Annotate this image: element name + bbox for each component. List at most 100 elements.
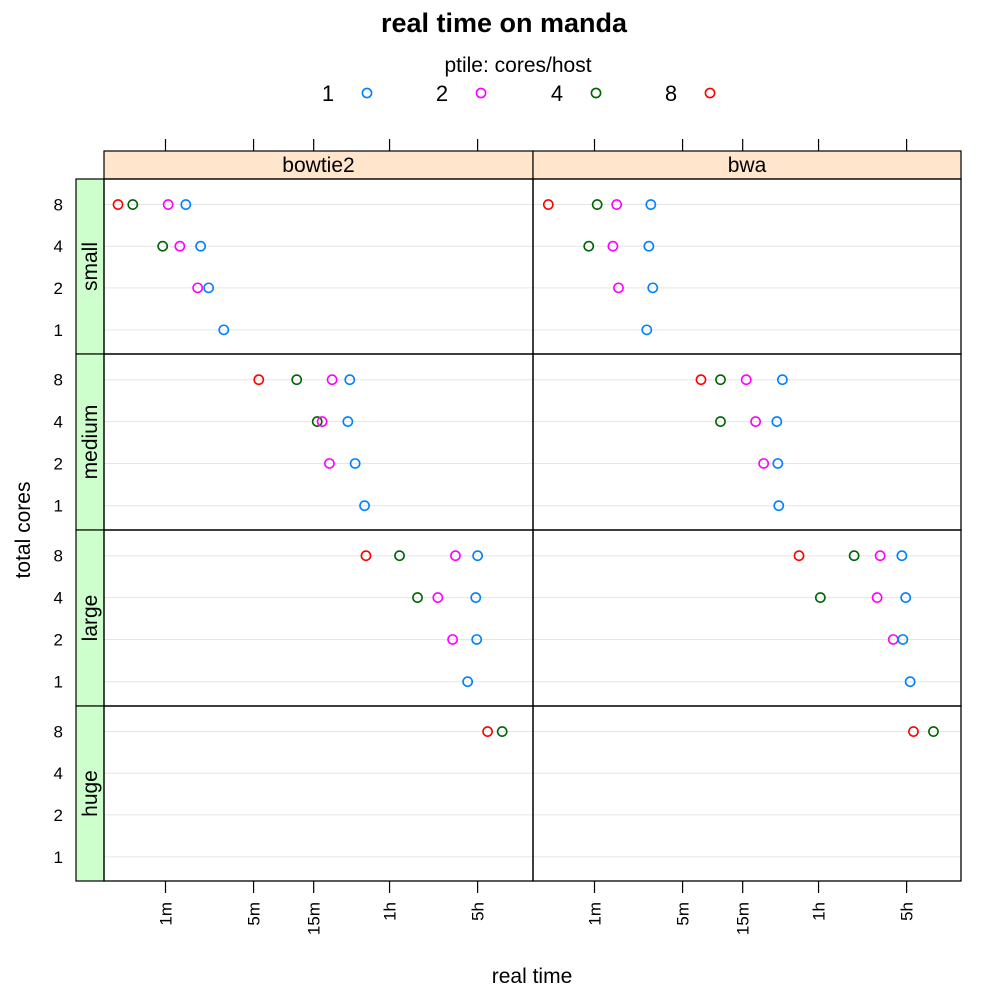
- y-tick-label: 8: [54, 371, 63, 390]
- strip-medium: [75, 353, 105, 531]
- data-point: [360, 550, 372, 562]
- data-point: [253, 374, 265, 386]
- panel-frame: [103, 178, 534, 355]
- panel-frame: [103, 705, 534, 882]
- data-point: [359, 500, 370, 512]
- data-point: [180, 199, 192, 210]
- x-tick-label: 5h: [898, 902, 917, 921]
- data-point: [607, 240, 619, 252]
- panel-frame: [532, 705, 962, 882]
- panel-bwa-medium: [533, 379, 961, 507]
- data-point: [613, 282, 624, 294]
- x-tick-label: 15m: [734, 902, 753, 935]
- y-tick-label: 1: [54, 497, 63, 516]
- data-point: [643, 240, 655, 252]
- plot-area: bowtie2 bwa small 1 2 4 8 medium 1 2 4 8 large 1 2 4 8 hu…: [54, 139, 962, 935]
- data-point: [349, 458, 361, 469]
- data-point: [112, 199, 124, 210]
- data-point: [897, 634, 909, 645]
- y-tick-label: 2: [54, 454, 63, 473]
- legend-title: ptile: cores/host: [444, 54, 591, 77]
- data-point: [344, 374, 356, 386]
- legend-marker-2: [475, 87, 487, 99]
- data-point: [311, 416, 323, 427]
- data-point: [647, 282, 659, 294]
- x-tick-label: 1h: [810, 902, 829, 921]
- data-point: [645, 199, 657, 210]
- strip-label-medium: medium: [79, 405, 102, 480]
- panel-bowtie2-large: [104, 555, 533, 683]
- data-point: [715, 416, 726, 427]
- data-point: [904, 676, 916, 688]
- data-point: [218, 324, 230, 336]
- data-point: [611, 199, 623, 210]
- data-point: [472, 550, 484, 562]
- data-point: [928, 726, 939, 737]
- panel-frame: [532, 353, 962, 531]
- data-point: [900, 592, 912, 603]
- data-point: [874, 550, 886, 562]
- panel-bowtie2-medium: [104, 379, 533, 507]
- data-point: [342, 416, 354, 427]
- strip-bwa: [532, 150, 962, 180]
- y-tick-label: 2: [54, 279, 63, 298]
- data-point: [750, 416, 762, 427]
- data-point: [462, 676, 474, 688]
- strip-label-bwa: bwa: [728, 154, 767, 177]
- data-point: [394, 550, 405, 562]
- data-point: [542, 199, 554, 210]
- data-point: [482, 726, 493, 737]
- data-point: [192, 282, 204, 294]
- data-point: [715, 374, 726, 386]
- x-tick-label: 1h: [381, 902, 400, 921]
- data-point: [777, 374, 788, 386]
- data-point: [157, 240, 169, 252]
- data-point: [471, 634, 483, 645]
- legend-label-1: 1: [322, 81, 334, 106]
- legend-label-4: 4: [551, 81, 563, 106]
- y-tick-label: 2: [54, 806, 63, 825]
- panel-frame: [103, 529, 534, 707]
- y-tick-label: 4: [54, 589, 63, 608]
- data-point: [908, 726, 919, 737]
- data-point: [162, 199, 174, 210]
- data-point: [758, 458, 770, 469]
- data-point: [772, 458, 784, 469]
- panel-bwa-huge: [533, 731, 961, 858]
- panel-bowtie2-small: [104, 204, 533, 331]
- data-point: [203, 282, 215, 294]
- x-tick-label: 5h: [469, 902, 488, 921]
- y-tick-label: 8: [54, 547, 63, 566]
- strip-label-large: large: [79, 595, 102, 642]
- legend-label-2: 2: [436, 81, 448, 106]
- legend: 1 2 4 8: [322, 81, 716, 106]
- data-point: [195, 240, 207, 252]
- panel-frame: [532, 178, 962, 355]
- data-point: [412, 592, 423, 603]
- data-point: [871, 592, 883, 603]
- data-point: [641, 324, 653, 336]
- data-point: [583, 240, 595, 252]
- legend-marker-8: [704, 87, 716, 99]
- y-tick-label: 4: [54, 764, 63, 783]
- panel-bwa-large: [533, 555, 961, 683]
- y-tick-label: 4: [54, 237, 63, 256]
- x-tick-label: 1m: [157, 902, 176, 926]
- data-point: [324, 458, 335, 469]
- data-point: [316, 416, 328, 427]
- x-tick-label: 15m: [305, 902, 324, 935]
- data-point: [814, 592, 826, 603]
- legend-label-8: 8: [665, 81, 677, 106]
- data-point: [432, 592, 444, 603]
- data-point: [174, 240, 186, 252]
- panel-bwa-small: [533, 204, 961, 331]
- chart-title: real time on manda: [381, 8, 628, 38]
- legend-marker-1: [361, 87, 373, 99]
- x-tick-label: 5m: [245, 902, 264, 926]
- y-tick-label: 8: [54, 196, 63, 215]
- data-point: [773, 500, 785, 512]
- panel-bowtie2-huge: [104, 731, 533, 858]
- strip-bowtie2: [103, 150, 534, 180]
- strip-large: [75, 529, 105, 707]
